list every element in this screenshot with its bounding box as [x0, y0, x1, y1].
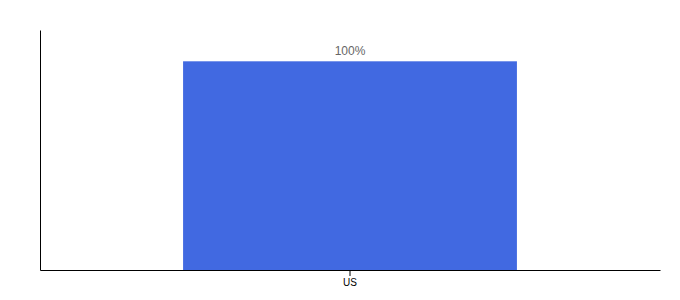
x-axis: US	[41, 270, 661, 288]
x-tick-mark	[350, 270, 351, 276]
bar	[183, 61, 517, 270]
bars	[183, 61, 517, 270]
y-axis-line	[40, 31, 41, 271]
data-labels: 100%	[335, 44, 366, 58]
y-axis	[40, 31, 41, 271]
data-label: 100%	[335, 44, 366, 58]
plot: US 100%	[41, 31, 661, 289]
chart-svg: US 100%	[0, 0, 680, 300]
chart-container: US 100%	[0, 0, 680, 300]
x-tick-label: US	[343, 277, 357, 288]
x-tick: US	[343, 270, 357, 288]
